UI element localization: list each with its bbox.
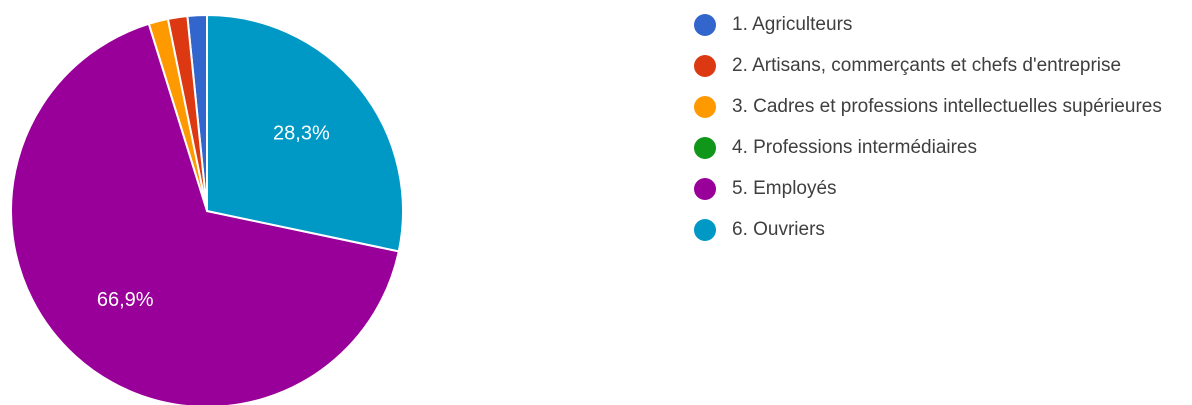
legend-item-2: 2. Artisans, commerçants et chefs d'entr… [694,49,1184,82]
pie-slice-5 [10,22,400,405]
legend-label-2: 2. Artisans, commerçants et chefs d'entr… [732,55,1122,76]
legend-label-1: 1. Agriculteurs [732,14,853,35]
legend-item-4: 4. Professions intermédiaires [694,131,1184,164]
legend-label-5: 5. Employés [732,178,837,199]
slice-data-label-5: 66,9% [97,289,154,311]
legend-item-5: 5. Employés [694,172,1184,205]
legend-label-6: 6. Ouvriers [732,219,825,240]
legend-swatch-1 [694,14,716,36]
legend-swatch-6 [694,219,716,241]
pie-chart: 66,9% 28,3% [10,13,404,405]
legend-label-4: 4. Professions intermédiaires [732,137,977,158]
legend-swatch-5 [694,178,716,200]
legend-swatch-2 [694,55,716,77]
legend-swatch-4 [694,137,716,159]
legend-item-6: 6. Ouvriers [694,213,1184,246]
pie-slice-6 [206,13,404,253]
legend-item-3: 3. Cadres et professions intellectuelles… [694,90,1184,123]
legend-label-3: 3. Cadres et professions intellectuelles… [732,96,1162,117]
legend-item-1: 1. Agriculteurs [694,8,1184,41]
chart-legend: 1. Agriculteurs 2. Artisans, commerçants … [694,8,1184,254]
slice-data-label-6: 28,3% [273,123,330,145]
legend-swatch-3 [694,96,716,118]
